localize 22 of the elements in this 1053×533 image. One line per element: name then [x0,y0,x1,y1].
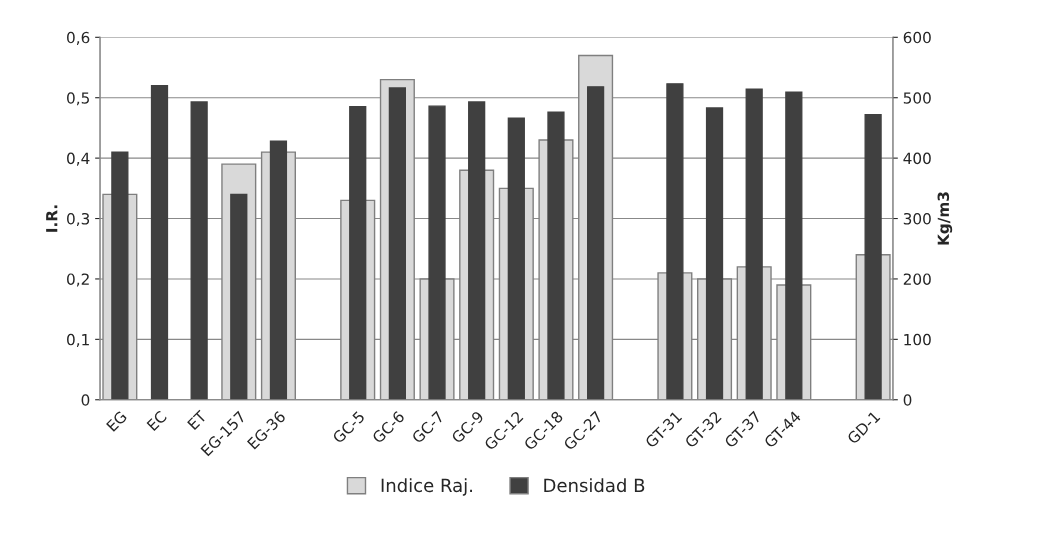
legend-label: Indice Raj. [381,478,472,496]
y-axis-title: I.R. [46,205,58,232]
y-tick-label: 0,2 [67,273,89,287]
y-tick-label: 0 [81,394,90,406]
x-tick-label: EC [146,410,168,432]
y-tick-label: 0,1 [67,333,89,347]
y-tick-label: 0,4 [67,152,90,166]
legend-label: Densidad B [544,478,645,493]
y2-tick-label: 500 [903,92,931,104]
y2-tick-label: 100 [904,333,931,346]
y-tick-label: 0,3 [67,213,90,227]
y2-axis-title: Kg/m3 [937,192,953,245]
y2-tick-label: 0 [903,394,912,406]
y-tick-label: 0,5 [67,92,89,106]
y2-tick-label: 200 [903,273,931,285]
y-tick-label: 0,6 [67,31,90,45]
y2-tick-label: 300 [903,213,931,225]
bar [150,84,169,400]
x-tick-label: EG [105,410,128,432]
y2-tick-label: 400 [903,152,931,165]
bar [190,101,208,400]
y2-tick-label: 600 [903,31,931,44]
